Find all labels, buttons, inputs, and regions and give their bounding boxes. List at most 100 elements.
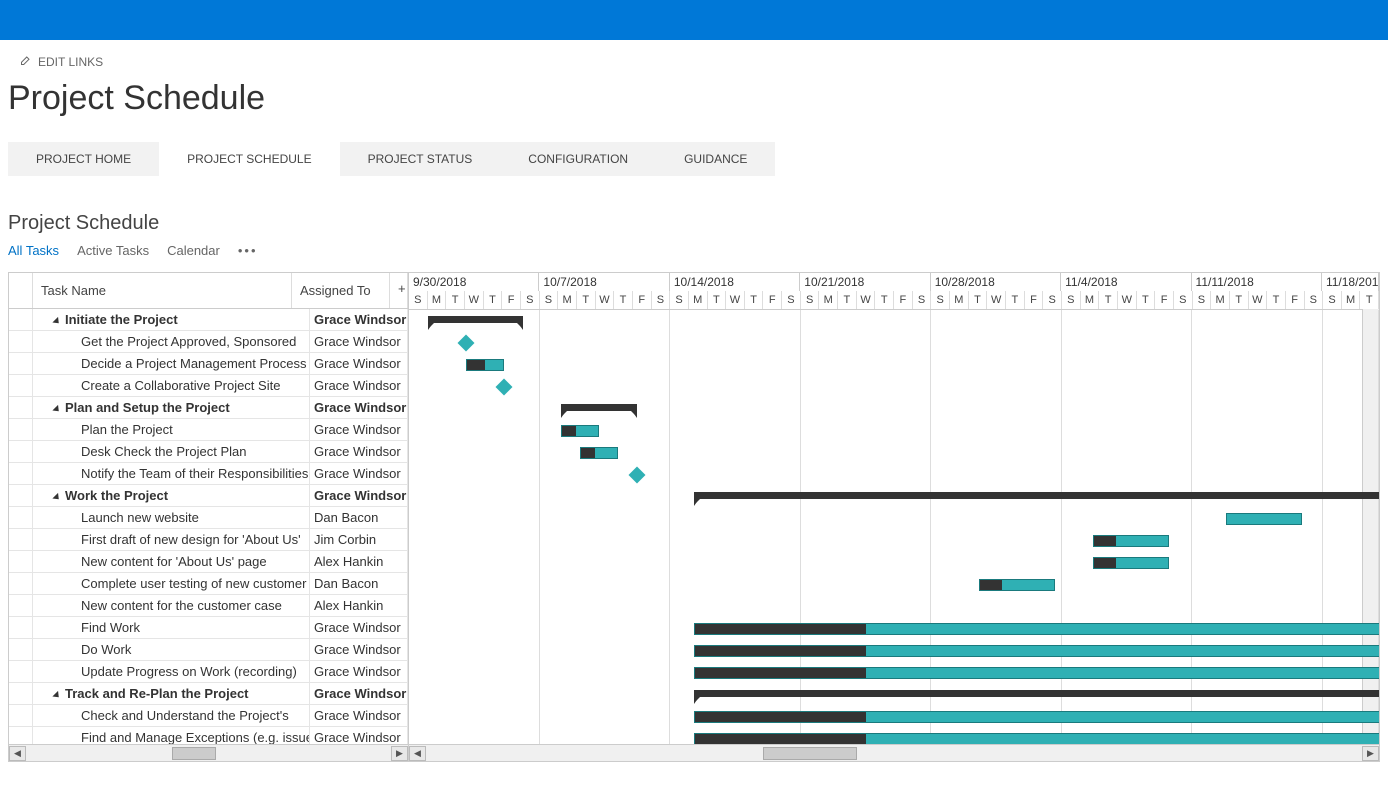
row-selector[interactable]	[9, 419, 33, 440]
assigned-to-cell[interactable]: Grace Windsor	[310, 485, 408, 506]
task-bar[interactable]	[580, 447, 618, 459]
assigned-to-cell[interactable]: Alex Hankin	[310, 595, 408, 616]
assigned-to-cell[interactable]: Grace Windsor	[310, 463, 408, 484]
table-row[interactable]: First draft of new design for 'About Us'…	[9, 529, 408, 551]
scroll-thumb[interactable]	[763, 747, 857, 760]
scroll-thumb[interactable]	[172, 747, 216, 760]
row-selector[interactable]	[9, 353, 33, 374]
assigned-to-cell[interactable]: Grace Windsor	[310, 617, 408, 638]
row-selector[interactable]	[9, 617, 33, 638]
task-bar[interactable]	[1093, 557, 1169, 569]
collapse-icon[interactable]	[52, 691, 61, 700]
milestone-icon[interactable]	[458, 335, 475, 352]
assigned-to-cell[interactable]: Dan Bacon	[310, 573, 408, 594]
summary-bar[interactable]	[694, 492, 1379, 499]
task-name-cell[interactable]: Plan and Setup the Project	[33, 397, 310, 418]
row-selector[interactable]	[9, 463, 33, 484]
scroll-right-icon[interactable]: ▶	[391, 746, 408, 761]
table-row[interactable]: Notify the Team of their Responsibilitie…	[9, 463, 408, 485]
task-bar[interactable]	[561, 425, 599, 437]
table-row[interactable]: New content for 'About Us' pageAlex Hank…	[9, 551, 408, 573]
tab-project-status[interactable]: PROJECT STATUS	[340, 142, 501, 176]
tab-guidance[interactable]: GUIDANCE	[656, 142, 775, 176]
assigned-to-cell[interactable]: Grace Windsor	[310, 397, 408, 418]
task-name-cell[interactable]: New content for 'About Us' page	[33, 551, 310, 572]
table-row[interactable]: Desk Check the Project PlanGrace Windsor	[9, 441, 408, 463]
summary-bar[interactable]	[561, 404, 637, 411]
collapse-icon[interactable]	[52, 317, 61, 326]
edit-links[interactable]: EDIT LINKS	[8, 40, 1380, 75]
scroll-track[interactable]	[26, 746, 391, 761]
assigned-to-cell[interactable]: Grace Windsor	[310, 331, 408, 352]
tab-project-schedule[interactable]: PROJECT SCHEDULE	[159, 142, 339, 176]
task-name-cell[interactable]: Find Work	[33, 617, 310, 638]
row-selector[interactable]	[9, 375, 33, 396]
task-bar[interactable]	[1093, 535, 1169, 547]
scroll-left-icon[interactable]: ◀	[409, 746, 426, 761]
task-bar[interactable]	[979, 579, 1055, 591]
summary-bar[interactable]	[428, 316, 523, 323]
task-name-cell[interactable]: Do Work	[33, 639, 310, 660]
grid-horizontal-scrollbar[interactable]: ◀ ▶	[9, 744, 408, 761]
task-name-cell[interactable]: First draft of new design for 'About Us'	[33, 529, 310, 550]
assigned-to-cell[interactable]: Grace Windsor	[310, 661, 408, 682]
row-selector[interactable]	[9, 485, 33, 506]
table-row[interactable]: Plan the ProjectGrace Windsor	[9, 419, 408, 441]
tab-project-home[interactable]: PROJECT HOME	[8, 142, 159, 176]
filter-active-tasks[interactable]: Active Tasks	[77, 243, 149, 258]
assigned-to-cell[interactable]: Grace Windsor	[310, 419, 408, 440]
task-name-cell[interactable]: Check and Understand the Project's	[33, 705, 310, 726]
assigned-to-cell[interactable]: Grace Windsor	[310, 683, 408, 704]
filter-calendar[interactable]: Calendar	[167, 243, 220, 258]
table-row[interactable]: Update Progress on Work (recording)Grace…	[9, 661, 408, 683]
task-bar[interactable]	[1226, 513, 1302, 525]
filter-all-tasks[interactable]: All Tasks	[8, 243, 59, 258]
table-row[interactable]: Decide a Project Management ProcessGrace…	[9, 353, 408, 375]
row-selector[interactable]	[9, 441, 33, 462]
row-selector[interactable]	[9, 595, 33, 616]
collapse-icon[interactable]	[52, 405, 61, 414]
task-bar[interactable]	[466, 359, 504, 371]
row-selector[interactable]	[9, 529, 33, 550]
more-views-button[interactable]: •••	[238, 243, 258, 258]
scroll-left-icon[interactable]: ◀	[9, 746, 26, 761]
milestone-icon[interactable]	[629, 467, 646, 484]
row-selector[interactable]	[9, 683, 33, 704]
row-selector[interactable]	[9, 573, 33, 594]
assigned-to-cell[interactable]: Grace Windsor	[310, 309, 408, 330]
collapse-icon[interactable]	[52, 493, 61, 502]
grid-assigned-header[interactable]: Assigned To	[292, 273, 390, 308]
milestone-icon[interactable]	[496, 379, 513, 396]
assigned-to-cell[interactable]: Grace Windsor	[310, 639, 408, 660]
assigned-to-cell[interactable]: Alex Hankin	[310, 551, 408, 572]
assigned-to-cell[interactable]: Jim Corbin	[310, 529, 408, 550]
tab-configuration[interactable]: CONFIGURATION	[500, 142, 656, 176]
row-selector[interactable]	[9, 661, 33, 682]
row-selector[interactable]	[9, 507, 33, 528]
table-row[interactable]: Check and Understand the Project'sGrace …	[9, 705, 408, 727]
table-row[interactable]: New content for the customer caseAlex Ha…	[9, 595, 408, 617]
task-name-cell[interactable]: Work the Project	[33, 485, 310, 506]
table-row[interactable]: Find WorkGrace Windsor	[9, 617, 408, 639]
task-name-cell[interactable]: New content for the customer case	[33, 595, 310, 616]
row-selector[interactable]	[9, 331, 33, 352]
task-name-cell[interactable]: Update Progress on Work (recording)	[33, 661, 310, 682]
scroll-track[interactable]	[426, 746, 1362, 761]
assigned-to-cell[interactable]: Grace Windsor	[310, 375, 408, 396]
task-bar[interactable]	[694, 667, 1379, 679]
table-row[interactable]: Plan and Setup the ProjectGrace Windsor	[9, 397, 408, 419]
add-column-button[interactable]: +	[390, 273, 408, 308]
task-name-cell[interactable]: Desk Check the Project Plan	[33, 441, 310, 462]
summary-bar[interactable]	[694, 690, 1379, 697]
row-selector[interactable]	[9, 309, 33, 330]
row-selector[interactable]	[9, 705, 33, 726]
table-row[interactable]: Initiate the ProjectGrace Windsor	[9, 309, 408, 331]
task-bar[interactable]	[694, 645, 1379, 657]
row-selector[interactable]	[9, 639, 33, 660]
assigned-to-cell[interactable]: Grace Windsor	[310, 441, 408, 462]
row-selector[interactable]	[9, 551, 33, 572]
table-row[interactable]: Create a Collaborative Project SiteGrace…	[9, 375, 408, 397]
assigned-to-cell[interactable]: Grace Windsor	[310, 353, 408, 374]
table-row[interactable]: Complete user testing of new customerDan…	[9, 573, 408, 595]
task-name-cell[interactable]: Track and Re-Plan the Project	[33, 683, 310, 704]
